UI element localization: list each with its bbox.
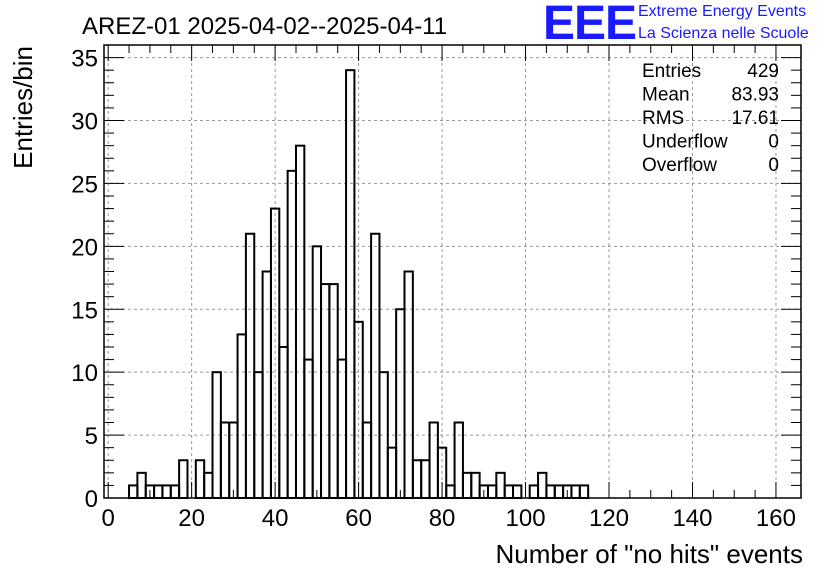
histogram-bar <box>395 308 406 499</box>
histogram-bar <box>470 471 481 500</box>
y-tick-label: 25 <box>71 171 98 198</box>
histogram-bar <box>228 421 239 499</box>
y-tick-label: 0 <box>85 486 98 513</box>
histogram-bar <box>420 459 431 499</box>
grid-lines <box>104 45 801 499</box>
y-tick-label: 5 <box>85 423 98 450</box>
y-axis-label: Entries/bin <box>8 46 38 169</box>
histogram-bar <box>294 144 306 500</box>
stats-value: 83.93 <box>731 85 779 106</box>
histogram-bar <box>445 484 456 499</box>
y-tick-label: 20 <box>71 234 98 261</box>
histogram-bar <box>136 471 147 500</box>
histogram-bar <box>503 484 515 499</box>
histogram-bar <box>153 484 164 499</box>
histogram-bar <box>411 459 423 499</box>
stats-value: 17.61 <box>731 108 779 129</box>
histogram-bar <box>169 484 181 499</box>
histogram-bar <box>495 471 506 500</box>
axes: 0 20 40 60 80 100 120 140 160 0 5 10 15 20 25 30 35 <box>71 44 802 532</box>
histogram-bar <box>236 333 247 499</box>
histogram-bar <box>161 484 172 499</box>
stats-label: Entries <box>642 61 701 82</box>
eee-logo: EEE <box>543 0 637 50</box>
x-tick-label: 100 <box>506 505 546 532</box>
stats-label: Mean <box>642 85 690 106</box>
histogram-bar <box>194 459 206 499</box>
stats-value: 429 <box>747 61 779 82</box>
histogram-bars <box>128 69 590 500</box>
histogram-bar <box>203 471 214 500</box>
histogram-bar <box>286 169 297 499</box>
y-tick-label: 15 <box>71 297 98 324</box>
histogram-bar <box>428 421 439 499</box>
x-axis-label: Number of "no hits" events <box>496 539 804 569</box>
chart-title: AREZ-01 2025-04-02--2025-04-11 <box>82 13 447 40</box>
histogram-bar <box>361 421 373 499</box>
x-tick-label: 80 <box>429 505 456 532</box>
stats-label: Overflow <box>642 155 717 176</box>
stats-value: 0 <box>768 155 779 176</box>
stats-label: RMS <box>642 108 684 129</box>
x-tick-label: 40 <box>262 505 289 532</box>
histogram-bar <box>403 270 414 499</box>
histogram-bar <box>486 484 498 499</box>
histogram-bar <box>320 283 331 500</box>
histogram-bar <box>570 484 581 499</box>
histogram-bar <box>537 471 548 500</box>
histogram-bar <box>578 484 590 499</box>
histogram-bar <box>128 484 139 499</box>
x-tick-label: 60 <box>345 505 372 532</box>
histogram-bar <box>345 69 356 500</box>
y-tick-label: 10 <box>71 360 98 387</box>
histogram-bar <box>453 421 464 499</box>
histogram-bar <box>336 358 348 500</box>
x-tick-label: 0 <box>101 505 114 532</box>
stats-value: 0 <box>768 132 779 153</box>
histogram-bar <box>303 358 314 500</box>
histogram-bar <box>244 232 256 499</box>
histogram-bar <box>178 459 189 499</box>
x-tick-label: 140 <box>672 505 712 532</box>
histogram-bar <box>261 270 272 499</box>
histogram-bar <box>328 283 339 500</box>
stats-label: Underflow <box>642 132 728 153</box>
histogram-bar <box>545 484 556 499</box>
histogram-bar <box>461 471 473 500</box>
logo-line-1: Extreme Energy Events <box>638 3 807 20</box>
histogram-bar <box>219 421 231 499</box>
x-tick-label: 120 <box>589 505 629 532</box>
y-tick-label: 35 <box>71 46 98 73</box>
logo-line-2: La Scienza nelle Scuole <box>638 25 809 42</box>
histogram-bar <box>370 232 381 499</box>
histogram-bar <box>278 346 289 499</box>
histogram-bar <box>512 484 523 499</box>
plot-frame <box>103 44 802 499</box>
y-tick-label: 30 <box>71 109 98 136</box>
histogram-bar <box>553 484 565 499</box>
x-tick-label: 20 <box>178 505 205 532</box>
histogram-bar <box>528 484 540 499</box>
x-tick-label: 160 <box>756 505 796 532</box>
histogram-bar <box>386 446 398 499</box>
